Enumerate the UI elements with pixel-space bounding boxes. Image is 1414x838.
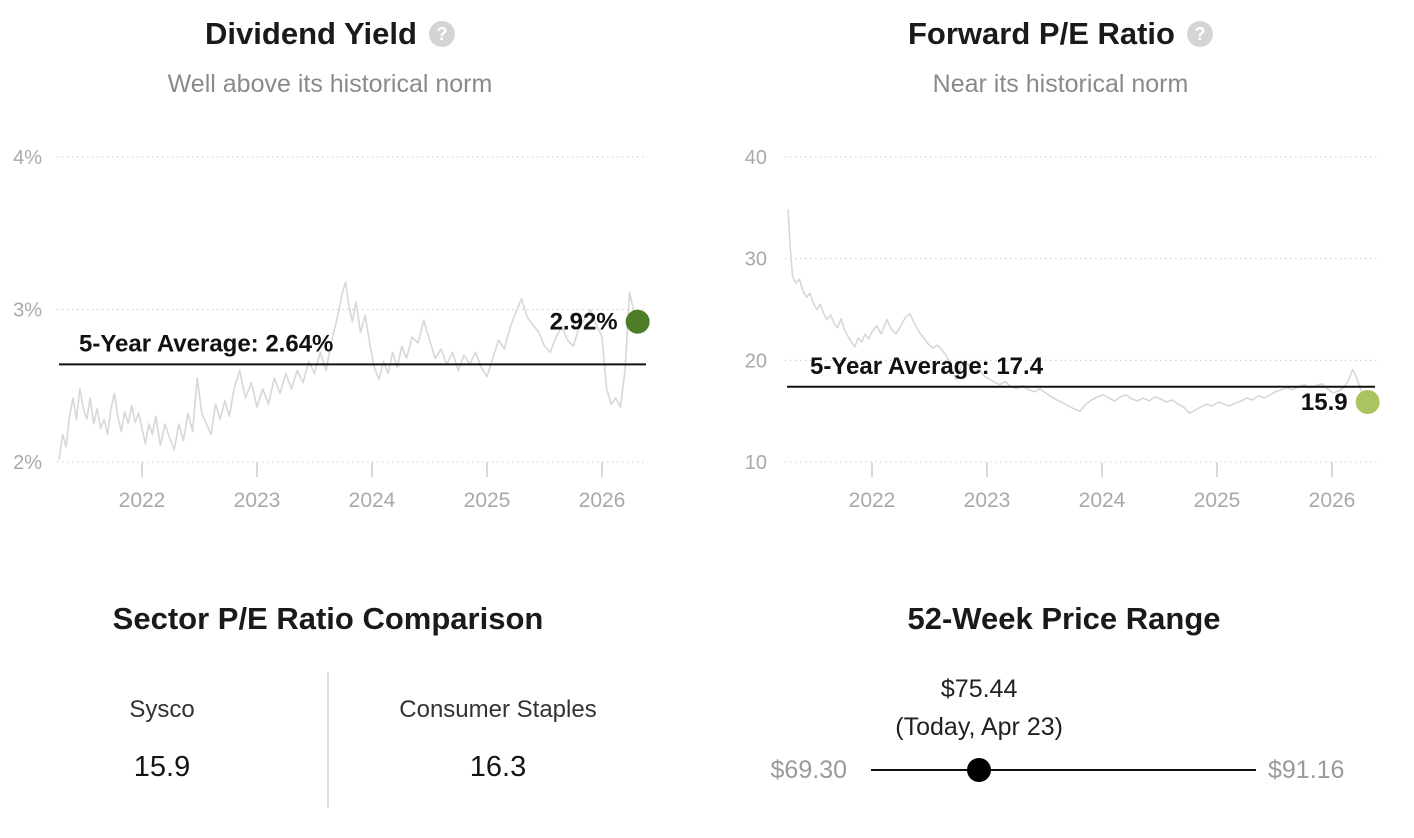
y-axis-label: 10 xyxy=(745,452,767,474)
x-axis-label: 2022 xyxy=(849,489,896,512)
sector-pe-value: 16.3 xyxy=(469,751,527,783)
y-axis-label: 4% xyxy=(13,147,42,169)
price-range-track xyxy=(871,769,1256,771)
forward-pe-panel: Forward P/E Ratio ? Near its historical … xyxy=(707,0,1414,575)
y-axis-label: 2% xyxy=(13,452,42,474)
current-price-dot[interactable] xyxy=(967,758,992,782)
forward-pe-title: Forward P/E Ratio xyxy=(908,16,1175,51)
range-low-label: $69.30 xyxy=(770,756,847,784)
current-price-label: $75.44 xyxy=(940,675,1018,703)
x-axis-label: 2024 xyxy=(1079,489,1126,512)
forward-pe-title-row: Forward P/E Ratio ? xyxy=(707,14,1414,54)
question-mark-glyph: ? xyxy=(436,23,448,44)
forward_pe-current-dot xyxy=(1355,390,1380,415)
average-line-label: 5-Year Average: 2.64% xyxy=(79,330,333,357)
sector-pe-comparison-title: Sector P/E Ratio Comparison xyxy=(112,601,544,636)
range-high-label: $91.16 xyxy=(1268,756,1345,784)
price-range-panel: 52-Week Price Range $75.44 (Today, Apr 2… xyxy=(707,575,1414,838)
help-icon[interactable]: ? xyxy=(428,21,455,47)
x-axis-label: 2026 xyxy=(579,489,626,512)
forward-pe-chart: 40 30 20 10 2022 2023 2024 2025 2026 5-Year Avera… xyxy=(745,147,1380,512)
dividend-yield-title-row: Dividend Yield ? xyxy=(0,14,660,54)
forward_pe-series-line xyxy=(787,209,1369,415)
y-axis-label: 3% xyxy=(13,300,42,322)
company-name-label: Sysco xyxy=(129,696,195,723)
sector-name-label: Consumer Staples xyxy=(399,696,597,723)
x-axis-label: 2023 xyxy=(234,489,281,512)
forward-pe-subtitle: Near its historical norm xyxy=(932,70,1189,98)
y-axis-label: 40 xyxy=(745,147,767,169)
current-value-label: 15.9 xyxy=(1301,389,1348,416)
x-axis-label: 2022 xyxy=(119,489,166,512)
question-mark-glyph: ? xyxy=(1194,23,1206,44)
company-pe-value: 15.9 xyxy=(133,751,191,783)
x-axis-label: 2025 xyxy=(1194,489,1241,512)
sector-pe-comparison-panel: Sector P/E Ratio Comparison Sysco 15.9 C… xyxy=(0,575,707,838)
sector-comparison-column-staples: Consumer Staples 16.3 xyxy=(399,695,596,784)
dividend-yield-subtitle: Well above its historical norm xyxy=(167,70,493,98)
x-axis-label: 2026 xyxy=(1309,489,1356,512)
x-axis-label: 2024 xyxy=(349,489,396,512)
vertical-divider xyxy=(327,672,329,808)
sector-comparison-column-sysco: Sysco 15.9 xyxy=(129,695,194,784)
help-icon[interactable]: ? xyxy=(1186,21,1213,47)
x-axis-label: 2025 xyxy=(464,489,511,512)
average-line-label: 5-Year Average: 17.4 xyxy=(810,353,1044,380)
dividend_yield-current-dot xyxy=(625,309,650,334)
y-axis-label: 30 xyxy=(745,249,767,271)
current-price-date-label: (Today, Apr 23) xyxy=(895,713,1063,741)
current-value-label: 2.92% xyxy=(550,309,618,336)
dividend-yield-panel: Dividend Yield ? Well above its historic… xyxy=(0,0,707,575)
x-axis-label: 2023 xyxy=(964,489,1011,512)
dividend-yield-chart: 4% 3% 2% 2022 2023 2024 2025 2026 5-Year Average… xyxy=(13,147,650,512)
price-range-title: 52-Week Price Range xyxy=(907,601,1221,636)
y-axis-label: 20 xyxy=(745,350,767,372)
dividend-yield-title: Dividend Yield xyxy=(205,16,417,51)
dividend_yield-series-line xyxy=(58,281,639,460)
